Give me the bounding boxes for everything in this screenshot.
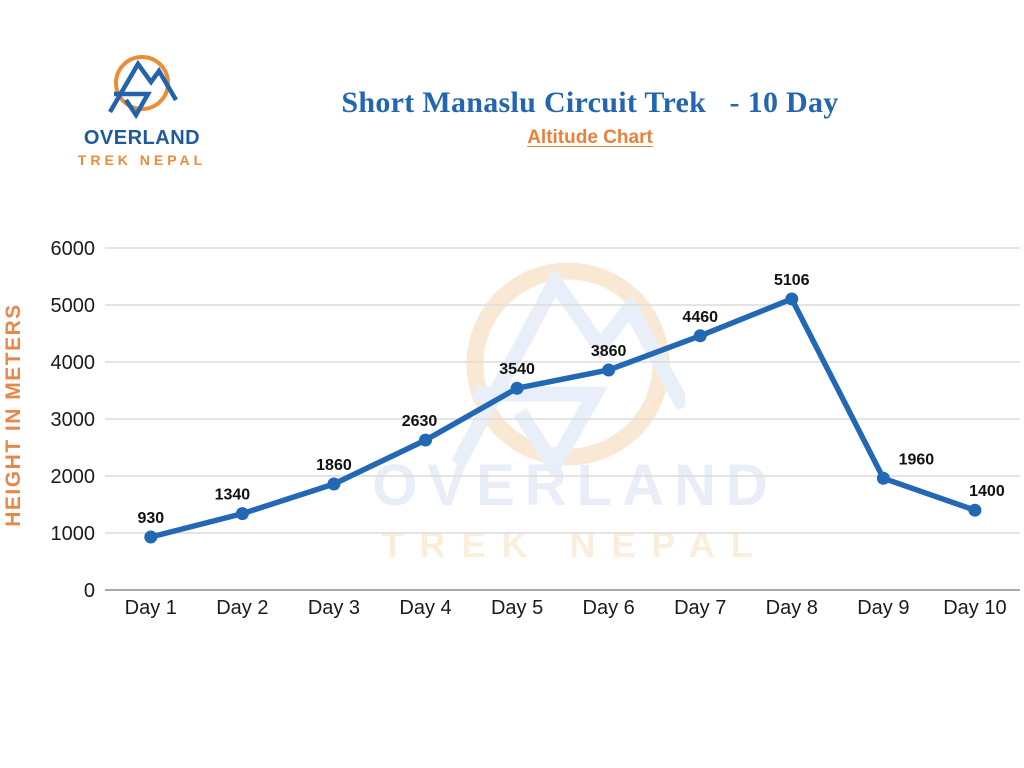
x-tick-label: Day 7 [674,597,726,619]
y-tick-label: 1000 [51,523,96,545]
data-point-label: 4460 [682,309,718,326]
y-tick-label: 3000 [51,409,96,431]
data-point-label: 1400 [969,483,1005,500]
logo-text-overland: OVERLAND [83,127,201,149]
y-axis-label: HEIGHT IN METERS [2,303,25,527]
data-point-label: 3540 [499,361,535,378]
y-tick-label: 4000 [51,352,96,374]
data-point [419,433,433,447]
x-tick-label: Day 2 [216,597,268,619]
altitude-line [148,296,978,540]
data-point-label: 2630 [402,413,438,430]
title-block: Short Manaslu Circuit Trek - 10 Day Alti… [300,86,880,149]
altitude-line-chart: 0 1000 2000 3000 4000 5000 6000 HEIGHT IN METER… [2,238,1020,619]
y-tick-label: 2000 [51,466,96,488]
x-tick-label: Day 4 [399,597,451,619]
chart-subtitle: Altitude Chart [527,127,653,148]
x-tick-label: Day 9 [857,597,909,619]
data-point [327,477,341,491]
logo-text-trek-nepal: TREK NEPAL [77,152,207,168]
data-point-label: 1960 [899,451,935,468]
x-tick-label: Day 1 [125,597,177,619]
mountain-logo-icon [108,55,178,120]
data-point-label: 1860 [316,457,352,474]
y-tick-label: 0 [84,580,95,602]
data-point-label: 5106 [774,272,810,289]
x-tick-label: Day 10 [943,597,1006,619]
x-tick-label: Day 3 [308,597,360,619]
overland-logo: OVERLAND TREK NEPAL [72,48,212,168]
data-point [968,503,982,517]
data-point [785,292,799,306]
data-point [693,329,707,343]
data-point [510,381,524,395]
data-point [235,507,249,521]
y-tick-label: 6000 [51,238,96,260]
x-tick-label: Day 6 [583,597,635,619]
page-title: Short Manaslu Circuit Trek - 10 Day [341,86,839,119]
data-point [144,530,158,544]
data-point [876,471,890,485]
y-tick-label: 5000 [51,295,96,317]
data-point [602,363,616,377]
x-tick-label: Day 5 [491,597,543,619]
data-point-label: 930 [137,510,164,527]
data-point-label: 1340 [215,487,251,504]
x-tick-label: Day 8 [766,597,818,619]
data-point-label: 3860 [591,343,627,360]
